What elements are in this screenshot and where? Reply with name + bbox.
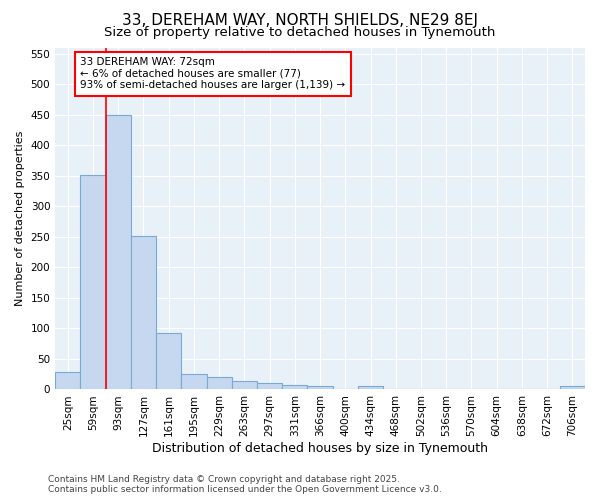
Bar	[358, 386, 383, 390]
Text: 33, DEREHAM WAY, NORTH SHIELDS, NE29 8EJ: 33, DEREHAM WAY, NORTH SHIELDS, NE29 8EJ	[122, 12, 478, 28]
Bar	[55, 372, 80, 390]
Bar	[106, 116, 131, 390]
Bar	[80, 174, 106, 390]
Bar	[560, 386, 585, 390]
Y-axis label: Number of detached properties: Number of detached properties	[15, 131, 25, 306]
Text: 33 DEREHAM WAY: 72sqm
← 6% of detached houses are smaller (77)
93% of semi-detac: 33 DEREHAM WAY: 72sqm ← 6% of detached h…	[80, 58, 346, 90]
Bar	[257, 382, 282, 390]
Bar	[131, 236, 156, 390]
Text: Size of property relative to detached houses in Tynemouth: Size of property relative to detached ho…	[104, 26, 496, 39]
Bar	[232, 381, 257, 390]
X-axis label: Distribution of detached houses by size in Tynemouth: Distribution of detached houses by size …	[152, 442, 488, 455]
Bar	[307, 386, 332, 390]
Text: Contains HM Land Registry data © Crown copyright and database right 2025.
Contai: Contains HM Land Registry data © Crown c…	[48, 474, 442, 494]
Bar	[206, 376, 232, 390]
Bar	[181, 374, 206, 390]
Bar	[282, 385, 307, 390]
Bar	[156, 332, 181, 390]
